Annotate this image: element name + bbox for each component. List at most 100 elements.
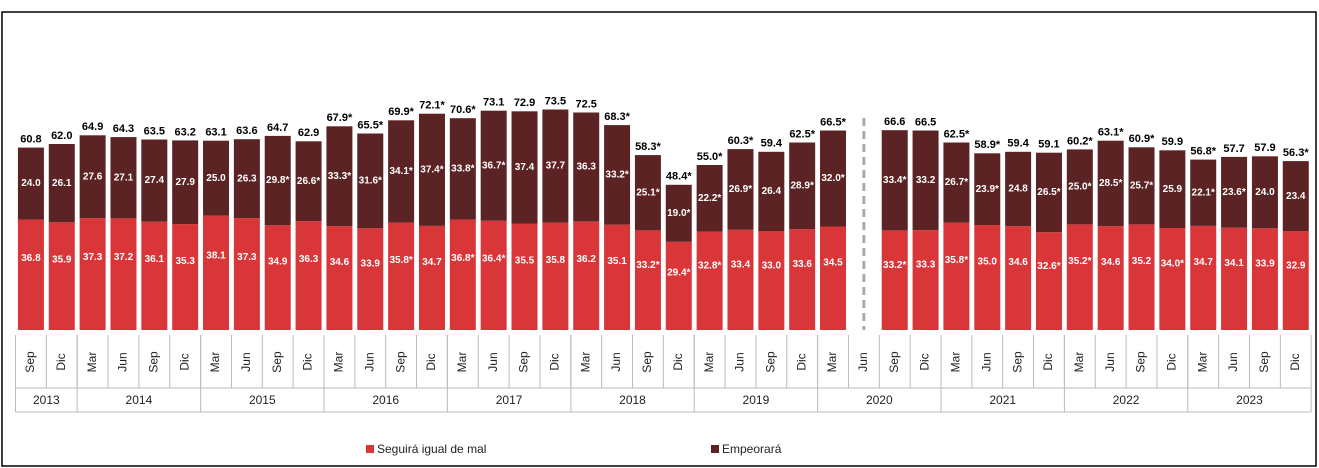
x-tick-label: Jun [733, 352, 747, 371]
value-label: 36.7* [482, 160, 505, 171]
value-label: 36.3 [299, 254, 319, 265]
group-label: 2020 [866, 393, 893, 407]
value-label: 26.9* [729, 184, 752, 195]
value-label: 37.7 [546, 161, 566, 172]
value-label: 33.6 [792, 259, 812, 270]
bar-segment [974, 153, 1001, 225]
bar-segment [1005, 226, 1032, 330]
total-label: 62.5* [944, 128, 970, 140]
value-label: 33.3* [328, 171, 351, 182]
total-label: 70.6* [450, 104, 476, 116]
bar-segment [1066, 149, 1093, 225]
x-tick-label: Jun [486, 352, 500, 371]
total-label: 64.3 [113, 123, 134, 135]
x-tick-label: Dic [548, 353, 562, 370]
bar-segment [48, 222, 75, 330]
value-label: 33.2* [636, 260, 659, 271]
bar-segment [1035, 232, 1062, 330]
value-label: 25.9 [1163, 184, 1183, 195]
x-tick-label: Jun [1226, 352, 1240, 371]
bar-segment [820, 130, 847, 227]
value-label: 19.0* [667, 208, 690, 219]
total-label: 72.5 [576, 98, 597, 110]
value-label: 33.3 [916, 260, 936, 271]
value-label: 24.0 [21, 178, 41, 189]
group-label: 2019 [743, 393, 770, 407]
bar-segment [1005, 151, 1032, 227]
x-tick-label: Dic [1041, 353, 1055, 370]
bar-segment [1035, 152, 1062, 233]
value-label: 32.6* [1037, 261, 1060, 272]
bar-segment [634, 155, 661, 231]
value-label: 27.1 [114, 172, 134, 183]
x-tick-label: Dic [1165, 353, 1179, 370]
value-label: 29.8* [266, 175, 289, 186]
bar-segment [634, 230, 661, 330]
value-label: 27.4 [145, 175, 165, 186]
x-tick-label: Jun [979, 352, 993, 371]
value-label: 26.6* [297, 176, 320, 187]
value-label: 35.8 [546, 255, 566, 266]
value-label: 35.9 [52, 255, 72, 266]
bar-segment [1128, 147, 1155, 225]
bar-segment [511, 111, 538, 224]
total-label: 62.0 [51, 130, 72, 142]
bar-segment [357, 228, 384, 330]
value-label: 24.8 [1008, 184, 1028, 195]
group-label: 2018 [619, 393, 646, 407]
total-label: 60.9* [1129, 133, 1155, 145]
x-tick-label: Dic [918, 353, 932, 370]
bar-segment [141, 139, 168, 222]
x-tick-label: Jun [362, 352, 376, 371]
value-label: 32.9 [1286, 260, 1306, 271]
value-label: 34.1* [389, 166, 412, 177]
bar-segment [727, 229, 754, 330]
value-label: 34.9 [268, 257, 288, 268]
total-label: 59.4 [761, 138, 783, 150]
bar-segment [17, 147, 44, 220]
value-label: 37.2 [114, 252, 134, 263]
value-label: 34.7 [1193, 257, 1213, 268]
value-label: 27.6 [83, 171, 103, 182]
x-tick-label: Mar [825, 352, 839, 373]
bar-segment [573, 112, 600, 222]
value-label: 34.6 [1101, 257, 1121, 268]
total-label: 63.6 [236, 125, 257, 137]
bar-segment [604, 125, 631, 225]
x-tick-label: Sep [887, 351, 901, 373]
bar-segment [141, 221, 168, 330]
value-label: 29.4* [667, 267, 690, 278]
bar-segment [789, 142, 816, 230]
x-tick-label: Sep [1257, 351, 1271, 373]
total-label: 63.2 [174, 126, 195, 138]
total-label: 66.5* [820, 116, 846, 128]
bar-segment [418, 225, 445, 330]
x-tick-label: Mar [1195, 352, 1209, 373]
x-tick-label: Dic [177, 353, 191, 370]
total-label: 69.9* [388, 106, 414, 118]
value-label: 32.8* [698, 261, 721, 272]
value-label: 27.9 [175, 177, 195, 188]
total-label: 72.1* [419, 100, 445, 112]
bar-segment [110, 218, 137, 330]
x-tick-label: Jun [609, 352, 623, 371]
bar-segment [264, 225, 291, 330]
value-label: 36.3 [576, 162, 596, 173]
total-label: 72.9 [514, 97, 535, 109]
x-tick-label: Dic [301, 353, 315, 370]
x-tick-label: Sep [23, 351, 37, 373]
value-label: 37.3 [237, 252, 257, 263]
bar-segment [480, 110, 507, 221]
legend-swatch [711, 445, 719, 453]
value-label: 33.8* [451, 164, 474, 175]
bar-segment [449, 219, 476, 330]
value-label: 35.3 [175, 256, 195, 267]
value-label: 24.0 [1255, 187, 1275, 198]
bar-segment [1190, 225, 1217, 330]
value-label: 33.2* [605, 170, 628, 181]
bar-segment [758, 151, 785, 231]
bar-segment [203, 215, 230, 330]
group-label: 2016 [372, 393, 399, 407]
x-tick-label: Dic [671, 353, 685, 370]
